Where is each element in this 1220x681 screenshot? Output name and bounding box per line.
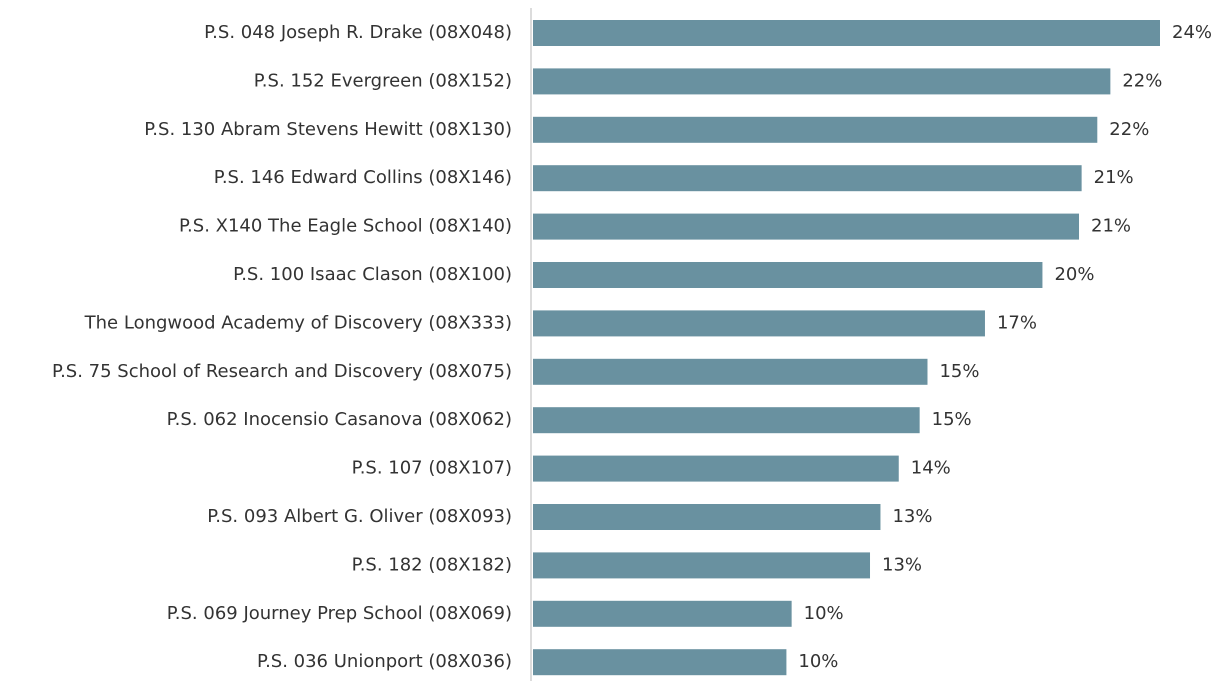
bar [533,649,787,676]
category-label: P.S. 130 Abram Stevens Hewitt (08X130) [144,119,512,140]
bar [533,20,1160,46]
bar [533,213,1080,240]
bar [533,116,1098,143]
category-label: P.S. 069 Journey Prep School (08X069) [167,603,512,624]
value-label: 17% [997,312,1037,333]
bar [533,407,920,434]
bar [533,165,1082,192]
value-label: 21% [1091,216,1131,237]
value-label: 20% [1054,264,1094,285]
value-label: 22% [1122,70,1162,91]
value-label: 15% [932,409,972,430]
category-label: P.S. 152 Evergreen (08X152) [254,70,512,91]
category-label: P.S. 75 School of Research and Discovery… [52,361,512,382]
bar [533,262,1043,288]
bar [533,68,1111,95]
value-label: 24% [1172,22,1212,43]
value-label: 15% [939,361,979,382]
category-label: P.S. 146 Edward Collins (08X146) [214,167,512,188]
value-label: 14% [911,458,951,479]
category-label: P.S. 093 Albert G. Oliver (08X093) [207,506,512,527]
bar [533,552,871,579]
value-label: 13% [882,554,922,575]
category-label: The Longwood Academy of Discovery (08X33… [84,312,512,333]
value-label: 21% [1094,167,1134,188]
value-label: 10% [798,651,838,672]
bar [533,600,792,627]
category-label: P.S. 182 (08X182) [352,554,512,575]
bar [533,310,985,337]
value-label: 22% [1109,119,1149,140]
category-label: P.S. X140 The Eagle School (08X140) [179,216,512,237]
category-label: P.S. 036 Unionport (08X036) [257,651,512,672]
category-label: P.S. 107 (08X107) [352,458,512,479]
category-label: P.S. 048 Joseph R. Drake (08X048) [204,22,512,43]
value-label: 10% [804,603,844,624]
bar [533,504,881,530]
category-label: P.S. 062 Inocensio Casanova (08X062) [167,409,512,430]
category-label: P.S. 100 Isaac Clason (08X100) [233,264,512,285]
value-label: 13% [892,506,932,527]
bar [533,455,899,482]
bar [533,358,928,385]
